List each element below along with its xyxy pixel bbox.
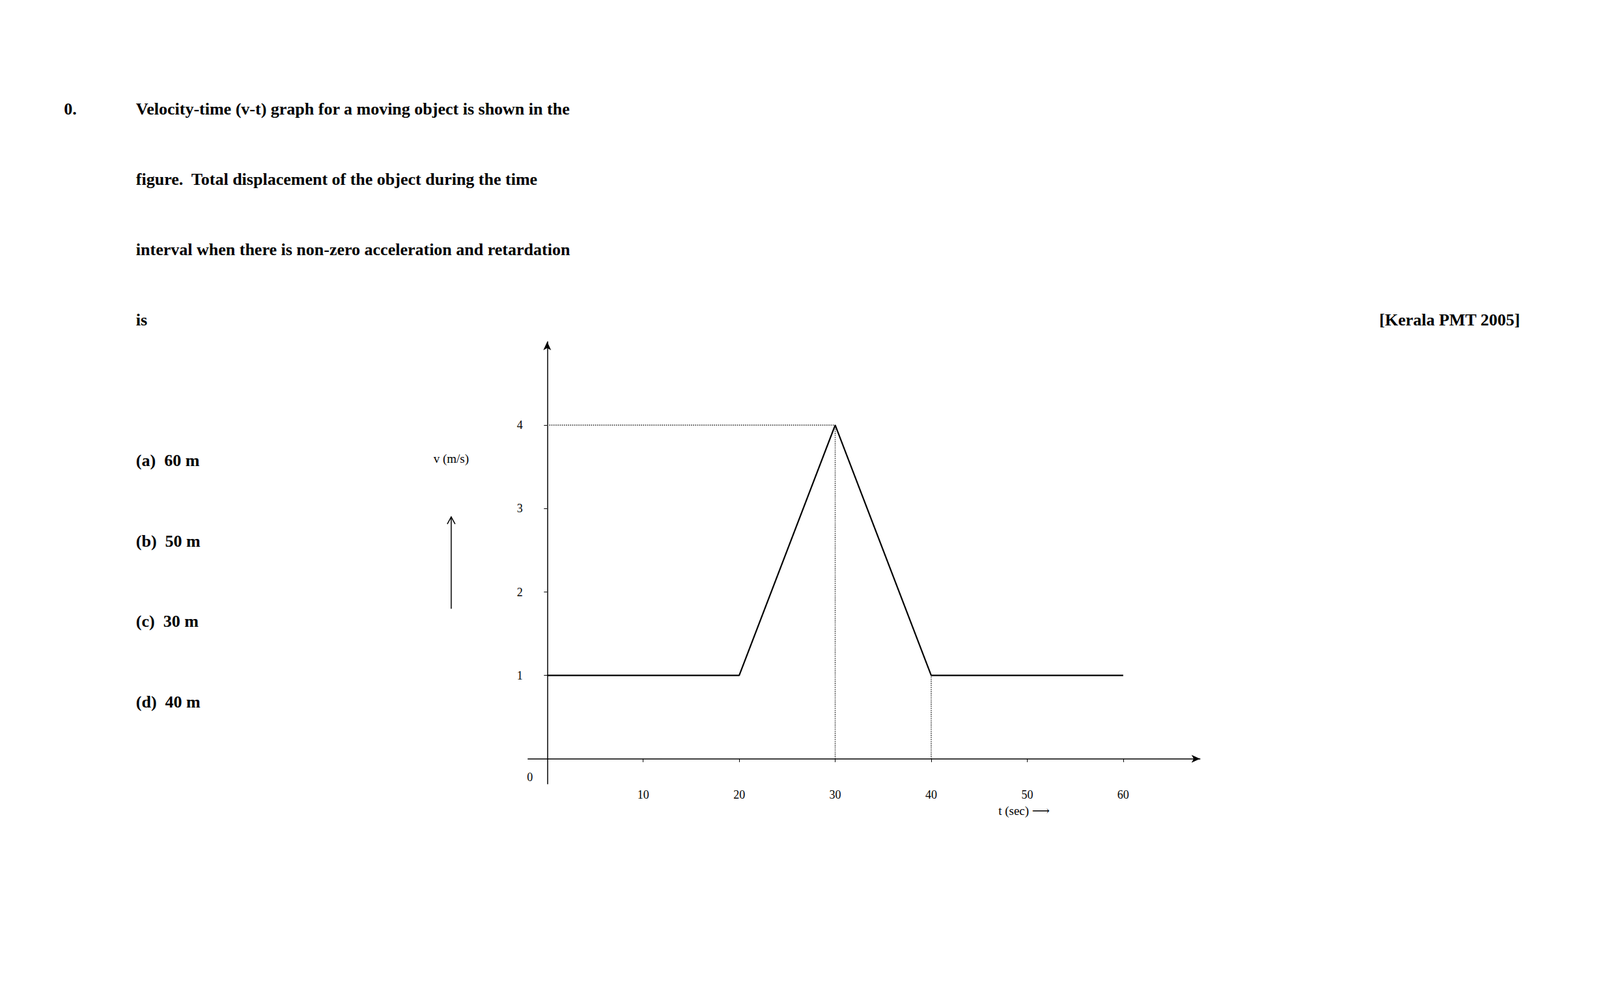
svg-text:30: 30 (829, 788, 842, 802)
svg-text:is: is (136, 310, 148, 330)
svg-text:50: 50 (1021, 788, 1033, 802)
svg-text:0.: 0. (63, 99, 77, 119)
svg-text:1: 1 (517, 669, 523, 683)
svg-text:(d) 40 m: (d) 40 m (136, 692, 201, 712)
svg-text:4: 4 (517, 418, 523, 432)
svg-text:v (m/s): v (m/s) (433, 451, 469, 467)
svg-text:0: 0 (526, 771, 533, 785)
svg-text:(b) 50 m: (b) 50 m (136, 532, 201, 551)
svg-text:3: 3 (517, 502, 523, 516)
svg-text:(a) 60 m: (a) 60 m (136, 451, 200, 471)
svg-text:t (sec) ⟶: t (sec) ⟶ (998, 804, 1050, 819)
svg-text:Velocity-time (v-t) graph for: Velocity-time (v-t) graph for a moving o… (136, 99, 570, 119)
svg-text:[Kerala PMT 2005]: [Kerala PMT 2005] (1379, 310, 1520, 330)
svg-text:(c) 30 m: (c) 30 m (136, 612, 199, 632)
svg-text:40: 40 (925, 788, 938, 802)
svg-text:interval when there is non-zer: interval when there is non-zero accelera… (136, 240, 571, 260)
svg-text:20: 20 (733, 788, 745, 802)
svg-text:10: 10 (637, 788, 650, 802)
svg-text:2: 2 (517, 586, 523, 600)
svg-text:60: 60 (1117, 788, 1130, 802)
svg-text:figure. Total displacement of: figure. Total displacement of the object… (136, 169, 538, 189)
